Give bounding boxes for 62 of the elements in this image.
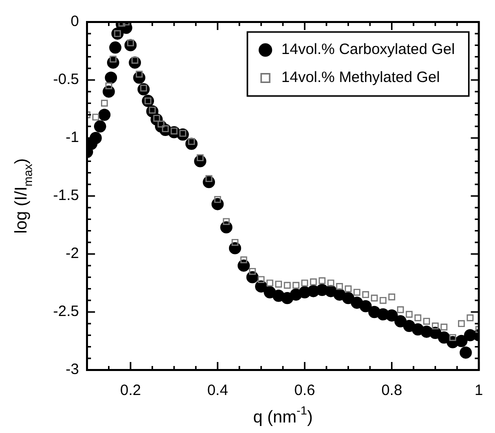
point — [394, 315, 407, 328]
point — [360, 300, 372, 312]
point — [90, 132, 102, 144]
point — [370, 294, 378, 302]
point — [318, 277, 326, 284]
point — [414, 314, 422, 322]
y-tick-label: -0.5 — [53, 71, 79, 88]
point — [238, 260, 250, 272]
point — [432, 322, 439, 330]
y-tick-label: -2 — [66, 245, 79, 262]
point — [344, 285, 352, 292]
y-tick-label: -2.5 — [53, 303, 79, 320]
y-axis-title: log (I/Imax) — [12, 158, 36, 234]
x-tick-label: 0.6 — [294, 382, 316, 400]
point — [240, 256, 248, 264]
point — [423, 318, 430, 325]
x-tick-label: 0.4 — [207, 382, 228, 400]
point — [266, 280, 274, 286]
point — [438, 331, 450, 344]
legend-label: 14vol.% Methylated Gel — [281, 69, 440, 86]
point — [222, 218, 230, 225]
point — [406, 310, 413, 318]
point — [284, 282, 291, 289]
point — [100, 100, 108, 107]
x-tick-label: 0.2 — [120, 382, 141, 400]
point — [102, 86, 115, 98]
point — [94, 120, 106, 132]
y-tick-label: -3 — [66, 361, 79, 378]
point — [336, 283, 343, 290]
point — [104, 72, 118, 84]
point — [249, 268, 256, 275]
y-tick-label: 0 — [70, 13, 79, 30]
point — [109, 41, 122, 54]
point — [455, 334, 468, 348]
y-tick-label: -1.5 — [53, 187, 79, 204]
point — [232, 238, 238, 246]
point — [380, 296, 386, 304]
point — [388, 293, 396, 300]
point — [98, 108, 111, 121]
point — [397, 306, 404, 314]
point — [258, 276, 265, 283]
point — [92, 114, 100, 121]
point — [310, 278, 317, 286]
point — [275, 280, 282, 288]
point — [105, 82, 112, 90]
point — [354, 288, 360, 296]
point — [460, 346, 472, 359]
point — [449, 334, 456, 341]
point — [458, 320, 465, 328]
point — [214, 196, 222, 203]
point — [466, 314, 474, 322]
point — [386, 309, 398, 322]
y-tick-label: -1 — [66, 129, 79, 146]
point — [292, 282, 300, 289]
point — [362, 291, 370, 298]
point — [327, 280, 334, 286]
legend-label: 14vol.% Carboxylated Gel — [281, 41, 455, 58]
point — [440, 324, 448, 331]
point — [342, 292, 354, 304]
x-tick-label: 0.8 — [381, 382, 402, 400]
point — [301, 280, 308, 286]
x-tick-label: 1 — [474, 382, 483, 400]
